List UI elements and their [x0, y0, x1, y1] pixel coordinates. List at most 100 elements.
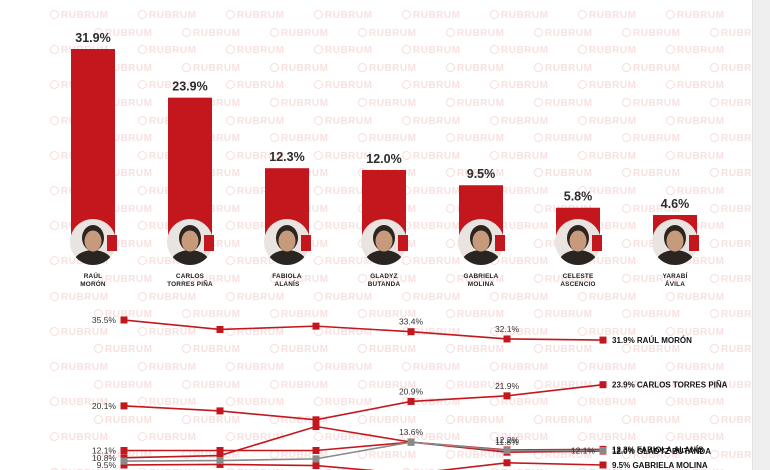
- series-marker: [312, 462, 320, 470]
- series-marker: [216, 447, 224, 454]
- series-line: [123, 441, 603, 462]
- point-value-label: 33.4%: [399, 317, 424, 327]
- series-marker: [216, 325, 224, 333]
- trend-series: 35.5% 33.4% 32.1% 31.9% RAÚL MORÓN: [92, 315, 692, 345]
- series-marker: [120, 461, 128, 469]
- series-marker: [312, 455, 320, 463]
- series-end-label: 12.3% FABIOLA ALANÍS: [612, 445, 704, 454]
- line-chart: 35.5% 33.4% 32.1% 31.9% RAÚL MORÓN 20.1% 20.9…: [92, 315, 728, 470]
- bar-tab: [107, 235, 117, 251]
- candidate-name-line: ASCENCIO: [560, 281, 595, 288]
- bar-value-label: 4.6%: [661, 197, 690, 211]
- series-marker: [599, 381, 607, 389]
- series-marker: [503, 459, 511, 467]
- candidate-name-line: CELESTE: [563, 273, 594, 280]
- point-value-label: 20.1%: [92, 401, 117, 411]
- candidate-name: CELESTE ASCENCIO: [560, 273, 595, 288]
- series-marker: [503, 447, 511, 454]
- series-marker: [216, 407, 224, 415]
- bar-group: 23.9% CARLOS TORRES PIÑA: [167, 80, 214, 288]
- candidate-photo: [555, 219, 602, 265]
- candidate-name-line: GABRIELA: [464, 273, 499, 280]
- series-marker: [407, 328, 415, 336]
- point-value-label: 21.9%: [495, 381, 520, 391]
- series-line: [123, 425, 604, 459]
- point-value-label: 20.9%: [399, 386, 424, 396]
- series-marker: [120, 402, 128, 410]
- bar-tab: [398, 235, 408, 251]
- point-value-label: 10.8%: [92, 453, 117, 463]
- point-value-label: 9.5%: [97, 460, 117, 470]
- candidate-name-line: GLADYZ: [370, 273, 397, 280]
- point-value-label: 35.5%: [92, 315, 117, 325]
- candidate-photo: [264, 219, 311, 265]
- series-marker: [407, 397, 415, 405]
- bar-tab: [301, 235, 311, 251]
- series-marker: [120, 457, 128, 465]
- bar-group: 9.5% GABRIELA MOLINA: [458, 167, 505, 288]
- series-line: [124, 441, 604, 452]
- series-marker: [216, 460, 224, 468]
- chart-panel: RUBRUM RUBRUM RUBRUM RUBRUM RUBRUM RUBRUM RUBR…: [0, 0, 752, 470]
- series-marker: [120, 316, 128, 324]
- series-marker: [407, 438, 415, 446]
- trend-series: 20.1% 20.9% 21.9% 23.9% CARLOS TORRES PIÑA: [92, 381, 728, 424]
- series-end-label: 23.9% CARLOS TORRES PIÑA: [612, 381, 728, 390]
- bar-value-label: 31.9%: [75, 31, 110, 45]
- bar-group: 5.8% CELESTE ASCENCIO: [555, 190, 602, 288]
- candidate-name-line: YARABÍ: [662, 271, 687, 280]
- bar-value-label: 9.5%: [467, 167, 496, 181]
- series-marker: [216, 457, 224, 465]
- point-value-label: 13.6%: [399, 427, 424, 437]
- series-marker: [312, 423, 320, 431]
- point-value-label: 12.2%: [495, 435, 520, 445]
- series-line: [123, 461, 604, 470]
- series-line: [123, 319, 604, 341]
- candidate-photo: [70, 219, 117, 265]
- point-value-label: 32.1%: [495, 324, 520, 334]
- series-marker: [503, 335, 511, 343]
- bar-tab: [592, 235, 602, 251]
- candidate-photo: [652, 219, 699, 265]
- candidate-name-line: ALANÍS: [275, 279, 301, 288]
- bar-value-label: 23.9%: [172, 80, 207, 94]
- candidate-name: YARABÍ ÁVILA: [662, 271, 687, 288]
- point-value-label: 12.1%: [571, 446, 596, 456]
- point-value-label: 12.1%: [92, 446, 117, 456]
- bar-tab: [689, 235, 699, 251]
- bar: [71, 49, 115, 243]
- candidate-name-line: MOLINA: [468, 281, 495, 288]
- candidate-photo: [458, 219, 505, 265]
- series-line: [123, 383, 604, 421]
- page-edge: [752, 0, 770, 470]
- series-marker: [312, 416, 320, 424]
- series-marker: [599, 461, 607, 469]
- candidate-name-line: TORRES PIÑA: [167, 279, 213, 288]
- candidate-name: RAÚL MORÓN: [80, 271, 106, 288]
- bar-group: 31.9% RAÚL MORÓN: [70, 31, 117, 288]
- candidate-photo: [167, 219, 214, 265]
- series-end-label: 9.5% GABRIELA MOLINA: [612, 461, 708, 470]
- candidate-name: FABIOLA ALANÍS: [272, 273, 302, 288]
- bar-tab: [495, 235, 505, 251]
- bar-value-label: 12.0%: [366, 152, 401, 166]
- candidate-name: GLADYZ BUTANDA: [368, 273, 401, 288]
- candidate-name-line: FABIOLA: [272, 273, 302, 280]
- bar-chart: 31.9% RAÚL MORÓN 23.9% CARLOS TORRES PIÑA 12.3…: [70, 31, 699, 288]
- bar-group: 12.3% FABIOLA ALANÍS: [264, 150, 311, 288]
- series-end-label: 12.0% GLADYZ BUTANDA: [612, 447, 711, 456]
- candidate-name-line: RAÚL: [84, 271, 103, 280]
- series-marker: [216, 452, 224, 460]
- point-value-label: 11.8%: [495, 437, 519, 447]
- candidate-name-line: BUTANDA: [368, 281, 401, 288]
- series-end-label: 31.9% RAÚL MORÓN: [612, 336, 692, 345]
- candidate-photo: [361, 219, 408, 265]
- bar-group: 12.0% GLADYZ BUTANDA: [361, 152, 408, 288]
- bar: [168, 97, 212, 243]
- candidate-name: CARLOS TORRES PIÑA: [167, 273, 213, 288]
- bar-value-label: 12.3%: [269, 150, 304, 164]
- series-marker: [120, 447, 128, 454]
- candidate-name: GABRIELA MOLINA: [464, 273, 499, 288]
- trend-series: 12.1%: [120, 438, 607, 465]
- bar-tab: [204, 235, 214, 251]
